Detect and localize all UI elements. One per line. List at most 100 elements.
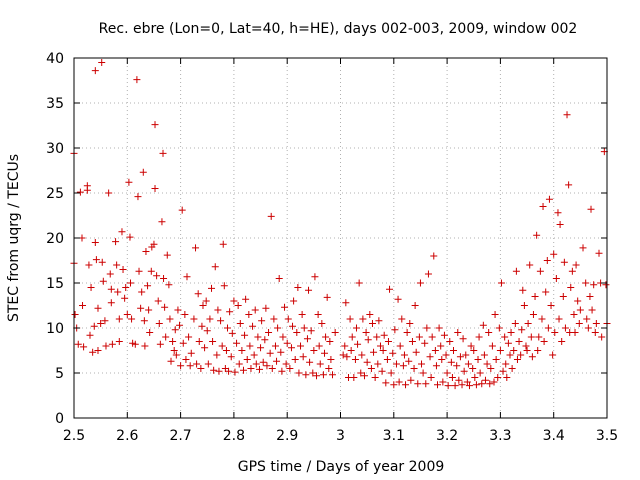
data-point [211, 263, 219, 271]
data-point [426, 353, 434, 361]
y-tick-label: 35 [46, 96, 64, 112]
data-point [495, 324, 503, 332]
data-point [171, 326, 179, 334]
data-point [275, 275, 283, 282]
data-point [219, 240, 227, 248]
data-point [547, 302, 555, 309]
data-point [513, 356, 521, 363]
data-point [279, 333, 287, 341]
data-point [570, 311, 578, 318]
data-point [112, 238, 120, 246]
data-point [239, 366, 247, 374]
data-point [243, 356, 251, 363]
data-point [568, 267, 576, 275]
data-point [306, 358, 314, 366]
data-point [85, 261, 93, 269]
data-point [138, 288, 146, 296]
data-point [311, 273, 319, 281]
data-point [456, 353, 464, 361]
data-point [350, 374, 358, 381]
data-point [90, 322, 98, 330]
data-point [251, 306, 259, 314]
data-point [389, 349, 397, 357]
data-point [293, 329, 301, 336]
data-point [472, 381, 480, 389]
data-point [331, 329, 339, 336]
data-point [533, 231, 541, 239]
data-point [92, 256, 100, 264]
data-point [439, 378, 447, 386]
data-point [113, 261, 121, 269]
data-point [83, 186, 91, 194]
data-point [281, 303, 289, 311]
data-point [98, 258, 106, 266]
data-point [161, 303, 169, 311]
data-point [352, 324, 360, 332]
y-tick-label: 10 [46, 321, 64, 337]
data-point [210, 366, 218, 374]
data-point [262, 304, 270, 312]
data-point [423, 324, 431, 332]
data-point [341, 342, 349, 350]
data-point [475, 333, 483, 341]
data-point [503, 374, 511, 381]
data-point [453, 362, 461, 370]
data-point [224, 324, 232, 332]
data-point [268, 365, 276, 372]
data-point [169, 338, 177, 345]
data-point [115, 315, 123, 323]
data-point [217, 317, 225, 325]
data-point [535, 333, 543, 341]
data-point [309, 369, 317, 377]
data-point [497, 279, 505, 287]
data-point [199, 302, 207, 309]
data-point [375, 317, 383, 325]
data-point [392, 360, 400, 368]
data-point [321, 349, 329, 357]
data-point [400, 351, 408, 359]
data-point [390, 381, 398, 389]
data-point [192, 244, 200, 252]
data-point [348, 333, 356, 341]
data-point [141, 342, 149, 350]
data-point [203, 327, 211, 335]
data-point [360, 372, 368, 380]
data-point [151, 121, 159, 129]
data-point [238, 347, 246, 354]
data-point [399, 362, 407, 370]
data-point [512, 267, 520, 275]
data-point [408, 338, 416, 345]
data-point [595, 249, 603, 257]
data-point [198, 322, 206, 330]
data-point [459, 335, 467, 343]
data-point [567, 284, 575, 291]
data-point [263, 362, 271, 370]
data-point [386, 285, 394, 293]
data-point [319, 371, 327, 379]
data-point [252, 360, 260, 368]
data-point [421, 339, 429, 347]
data-point [193, 360, 201, 368]
data-point [172, 351, 180, 359]
data-point [176, 321, 184, 329]
data-point [544, 324, 552, 332]
data-point [476, 369, 484, 377]
data-point [147, 267, 155, 275]
data-point [520, 302, 528, 309]
data-point [572, 261, 580, 269]
data-point [442, 351, 450, 359]
data-point [364, 336, 372, 344]
data-point [140, 317, 148, 325]
data-point [310, 347, 318, 354]
data-point [531, 293, 539, 300]
data-point [357, 369, 365, 377]
data-point [419, 369, 427, 377]
data-point [588, 306, 596, 314]
data-point [587, 205, 595, 213]
data-point [99, 277, 107, 285]
data-point [347, 347, 355, 354]
data-point [506, 351, 514, 359]
data-point [271, 342, 279, 350]
data-point [351, 356, 359, 363]
